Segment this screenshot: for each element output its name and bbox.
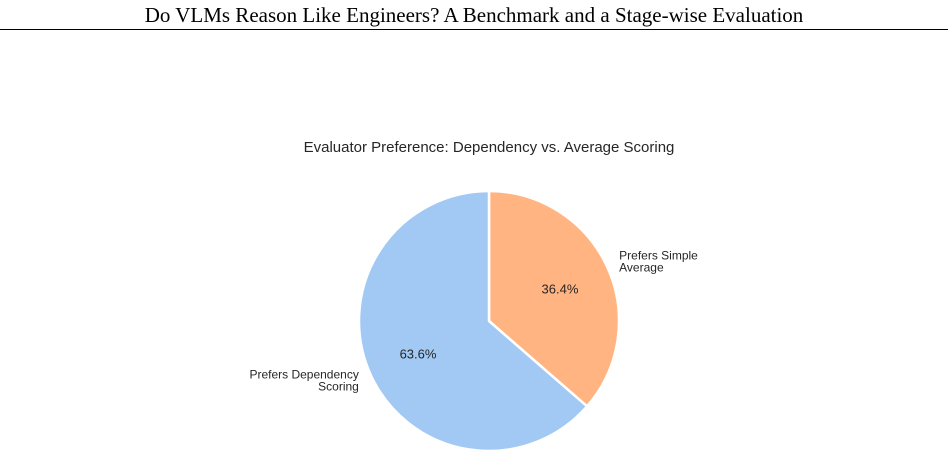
chart-title: Evaluator Preference: Dependency vs. Ave… (304, 139, 675, 156)
pie-slice-1-percent: 63.6% (400, 346, 437, 361)
pie-slice-0 (487, 189, 621, 408)
pie-chart-figure: Evaluator Preference: Dependency vs. Ave… (0, 30, 948, 458)
pie-slice-0-percent: 36.4% (542, 282, 579, 297)
running-header: Do VLMs Reason Like Engineers? A Benchma… (0, 0, 948, 30)
pie-chart: Evaluator Preference: Dependency vs. Ave… (249, 139, 698, 453)
pie-slices (357, 189, 621, 453)
paper-title: Do VLMs Reason Like Engineers? A Benchma… (144, 3, 804, 27)
pie-slice-1-label: Prefers Dependency Scoring (249, 367, 358, 393)
pie-slice-0-label: Prefers Simple Average (619, 249, 698, 275)
pie-slice-1 (357, 189, 589, 453)
pie-labels: 36.4% Prefers Simple Average 63.6% Prefers D… (249, 249, 698, 394)
